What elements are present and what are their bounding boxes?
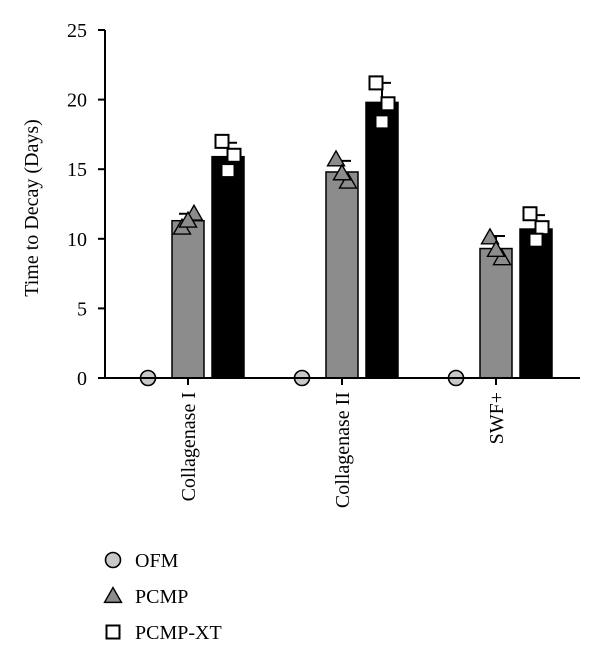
bar (479, 247, 513, 379)
x-tick-labels: Collagenase I Collagenase II SWF+ (178, 378, 508, 508)
data-point (214, 133, 230, 149)
y-tick-label: 5 (77, 298, 87, 320)
data-point (522, 206, 538, 222)
bar (365, 101, 399, 379)
legend-marker (105, 624, 121, 640)
data-point (220, 163, 236, 179)
legend: OFM PCMP PCMP-XT (103, 550, 222, 644)
points-layer (139, 75, 550, 387)
y-axis-title: Time to Decay (Days) (21, 119, 43, 297)
legend-label: PCMP-XT (135, 622, 222, 644)
data-point (226, 147, 242, 163)
data-point (534, 220, 550, 236)
y-tick-label: 10 (67, 229, 87, 251)
data-point (374, 114, 390, 130)
y-tick-label: 25 (67, 20, 87, 42)
data-point (528, 232, 544, 248)
y-ticks: 0 5 10 15 20 25 (67, 20, 105, 390)
y-tick-label: 15 (67, 159, 87, 181)
legend-label: PCMP (135, 586, 188, 608)
legend-marker (103, 586, 123, 604)
y-tick-label: 20 (67, 90, 87, 112)
data-point (332, 163, 352, 181)
legend-label: OFM (135, 550, 179, 572)
x-category-label: SWF+ (486, 392, 508, 444)
data-point (486, 240, 506, 258)
data-point (326, 149, 346, 167)
legend-marker (104, 551, 122, 569)
bar (519, 228, 553, 379)
bar (171, 219, 205, 379)
data-point (480, 227, 500, 245)
data-point (492, 248, 512, 266)
y-tick-label: 0 (77, 368, 87, 390)
bar (211, 155, 245, 379)
data-point (178, 210, 198, 228)
bar (325, 171, 359, 379)
data-point (338, 171, 358, 189)
data-point (380, 96, 396, 112)
x-category-label: Collagenase II (332, 392, 354, 508)
data-point (368, 75, 384, 91)
x-category-label: Collagenase I (178, 392, 200, 501)
